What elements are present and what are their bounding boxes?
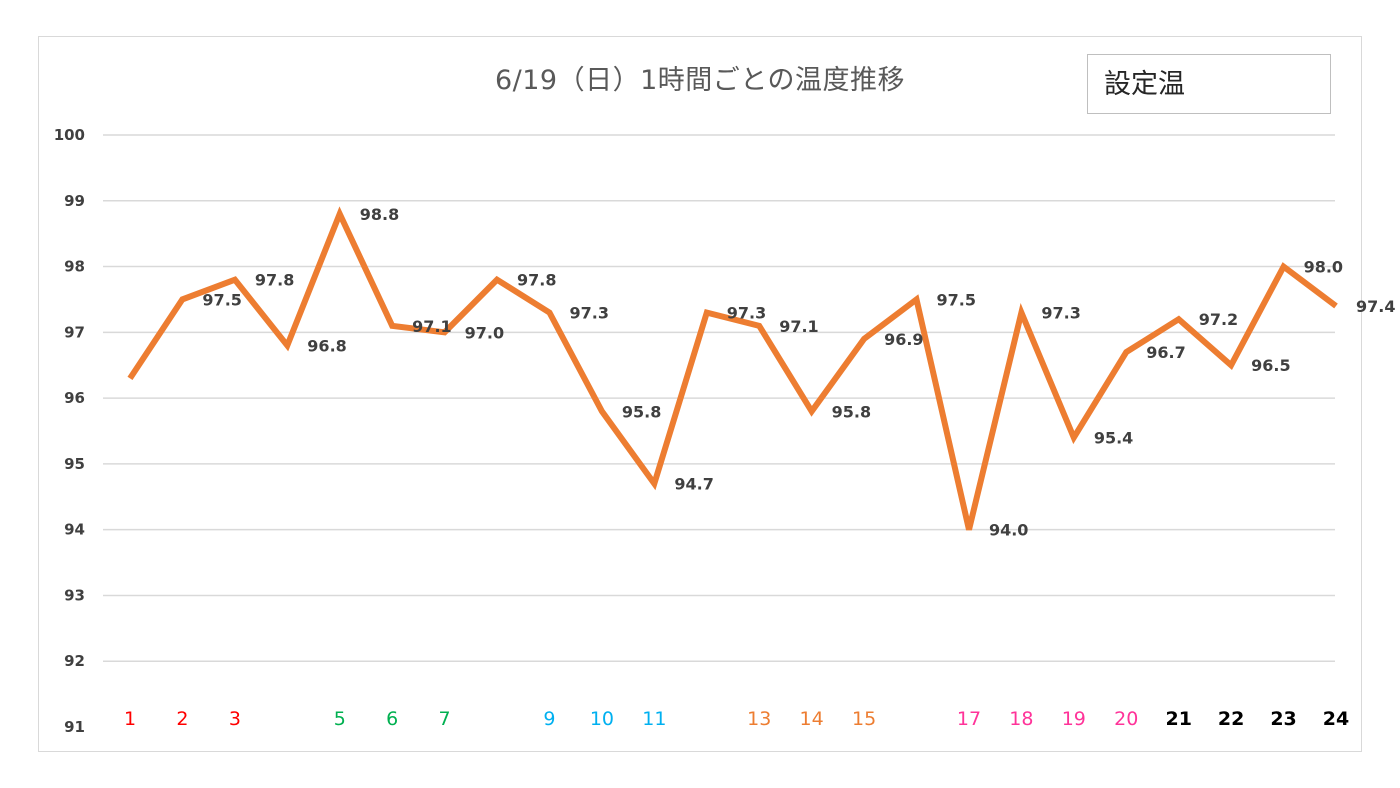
data-label: 94.7: [674, 475, 713, 494]
data-label: 95.4: [1094, 429, 1133, 448]
x-tick-label: 20: [1114, 708, 1138, 730]
x-tick-label: 1: [124, 708, 136, 730]
y-tick-label: 94: [64, 521, 85, 539]
data-label: 96.7: [1146, 343, 1185, 362]
chart-title: 6/19（日）1時間ごとの温度推移: [494, 65, 906, 96]
x-tick-label: 18: [1009, 708, 1033, 730]
y-tick-label: 95: [64, 455, 85, 473]
data-label: 98.0: [1304, 258, 1343, 277]
x-tick-label: 14: [800, 708, 824, 730]
data-label: 97.5: [202, 290, 241, 309]
data-label: 95.8: [832, 402, 871, 421]
legend-box: 設定温: [1087, 54, 1331, 114]
x-tick-label: 24: [1323, 708, 1349, 730]
data-label: 97.4: [1356, 297, 1395, 316]
x-tick-label: 2: [176, 708, 188, 730]
data-label: 97.1: [412, 317, 451, 336]
x-tick-label: 7: [439, 708, 451, 730]
data-label: 97.8: [255, 271, 294, 290]
data-label: 94.0: [989, 521, 1028, 540]
chart-frame: [38, 36, 1362, 752]
data-label: 95.8: [622, 402, 661, 421]
data-label: 97.3: [1041, 304, 1080, 323]
y-tick-label: 98: [64, 258, 85, 276]
y-tick-label: 93: [64, 586, 85, 604]
x-axis-ticks: 1 2 3 5 6 7 9 10 11 13 14 15 17 18 19 20 21 22 23 24: [124, 708, 1349, 730]
series-line-layer: [127, 206, 1338, 531]
x-tick-label: 22: [1218, 708, 1244, 730]
legend-label: 設定温: [1104, 69, 1185, 100]
x-tick-label: 15: [852, 708, 876, 730]
data-label: 97.5: [937, 290, 976, 309]
x-tick-label: 17: [957, 708, 981, 730]
data-label: 96.5: [1251, 356, 1290, 375]
x-tick-label: 10: [590, 708, 614, 730]
x-tick-label: 6: [386, 708, 398, 730]
x-tick-label: 3: [229, 708, 241, 730]
x-tick-label: 13: [747, 708, 771, 730]
data-label: 97.3: [727, 304, 766, 323]
data-label: 97.0: [465, 323, 504, 342]
y-tick-label: 97: [64, 323, 85, 341]
y-tick-label: 92: [64, 652, 85, 670]
y-axis-ticks: 91 92 93 94 95 96 97 98 99 100: [54, 126, 85, 736]
x-tick-label: 21: [1165, 708, 1191, 730]
x-tick-label: 23: [1270, 708, 1296, 730]
data-label: 96.8: [307, 336, 346, 355]
y-tick-label: 96: [64, 389, 85, 407]
data-label: 97.3: [569, 304, 608, 323]
x-tick-label: 19: [1062, 708, 1086, 730]
x-tick-label: 11: [642, 708, 666, 730]
data-label: 97.1: [779, 317, 818, 336]
y-tick-label: 100: [54, 126, 85, 144]
x-tick-label: 9: [543, 708, 555, 730]
x-tick-label: 5: [334, 708, 346, 730]
gridlines: [103, 134, 1335, 662]
y-tick-label: 99: [64, 192, 85, 210]
data-labels: 97.5 97.8 96.8 98.8 97.1 97.0 97.8 97.3 95.8 94.7…: [202, 205, 1395, 540]
series-line: [127, 206, 1338, 531]
data-label: 97.8: [517, 271, 556, 290]
data-label: 96.9: [884, 330, 923, 349]
data-label: 97.2: [1199, 310, 1238, 329]
y-tick-label: 91: [64, 718, 85, 736]
data-label: 98.8: [360, 205, 399, 224]
